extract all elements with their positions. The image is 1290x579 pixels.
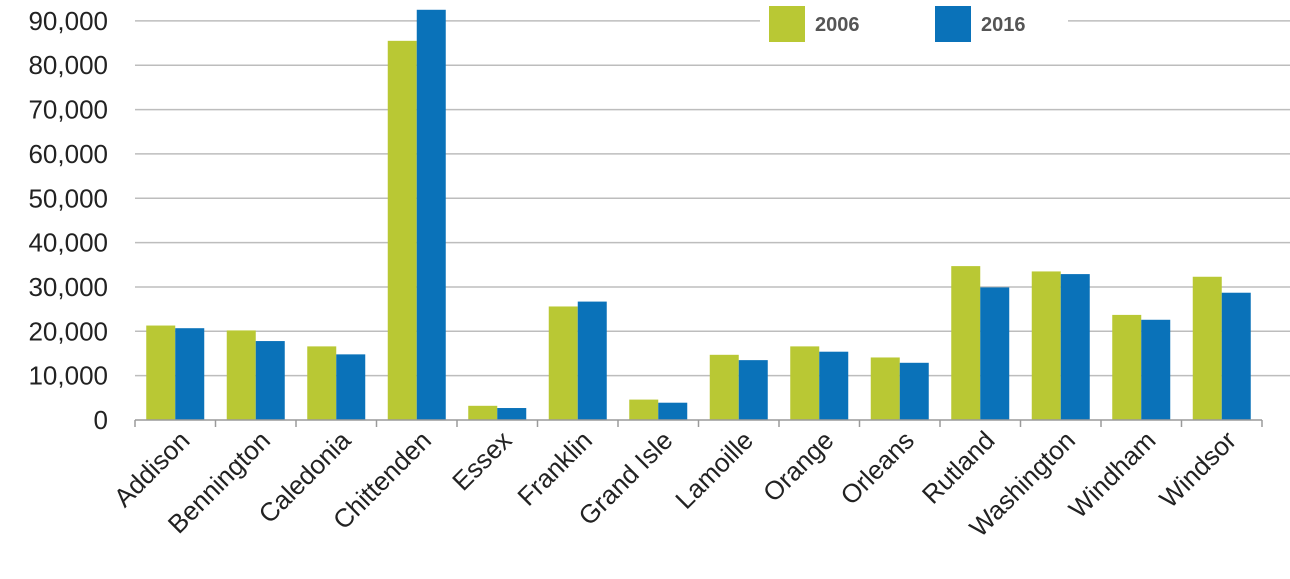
x-category-label: Essex (446, 425, 517, 496)
y-tick-label: 80,000 (28, 50, 108, 80)
bar-2016-washington (1060, 274, 1090, 420)
bar-2016-lamoille (738, 360, 768, 420)
bar-2016-windsor (1221, 292, 1251, 420)
bar-2006-windsor (1192, 276, 1222, 420)
y-axis-tick-labels: 0 10,000 20,000 30,000 40,000 50,000 60,000 70,… (28, 6, 108, 435)
gridlines (135, 20, 1290, 377)
x-category-label: Orleans (834, 425, 920, 511)
y-tick-label: 0 (94, 405, 108, 435)
bar-2006-franklin (548, 306, 578, 420)
bar-2016-bennington (255, 341, 285, 420)
y-tick-label: 50,000 (28, 183, 108, 213)
legend-background (760, 2, 1068, 44)
bar-2006-windham (1112, 314, 1142, 420)
legend-label: 2016 (981, 14, 1026, 36)
bar-2006-caledonia (307, 346, 337, 420)
y-tick-label: 40,000 (28, 228, 108, 258)
bar-2006-orleans (870, 357, 900, 420)
x-category-label: Windham (1063, 425, 1162, 524)
legend-swatch (769, 6, 805, 42)
bar-2006-lamoille (709, 354, 739, 420)
legend-swatch (935, 6, 971, 42)
x-category-label: Windsor (1153, 425, 1242, 514)
bar-2016-addison (175, 328, 205, 420)
bar-2006-bennington (226, 330, 256, 420)
legend: 2006 2016 (760, 2, 1068, 44)
legend-label: 2006 (815, 14, 860, 36)
bar-2006-grand-isle (629, 399, 659, 420)
bar-2016-grand-isle (658, 402, 688, 420)
bar-2006-chittenden (387, 40, 417, 421)
y-tick-label: 10,000 (28, 361, 108, 391)
bar-2016-orleans (899, 362, 929, 420)
x-category-label: Lamoille (669, 425, 759, 515)
bar-2016-essex (497, 408, 527, 420)
y-tick-label: 20,000 (28, 316, 108, 346)
bar-2006-essex (468, 405, 498, 420)
bar-2016-rutland (980, 287, 1010, 420)
bar-2016-caledonia (336, 354, 366, 420)
bars (146, 9, 1251, 421)
bar-2016-orange (819, 351, 849, 420)
bar-2016-chittenden (416, 9, 446, 420)
y-tick-label: 70,000 (28, 95, 108, 125)
y-tick-label: 60,000 (28, 139, 108, 169)
bar-2006-orange (790, 346, 820, 420)
y-tick-label: 30,000 (28, 272, 108, 302)
x-axis (134, 419, 1263, 427)
x-category-label: Orange (757, 425, 840, 508)
bar-2016-windham (1141, 319, 1171, 420)
y-tick-label: 90,000 (28, 6, 108, 36)
bar-2016-franklin (577, 301, 607, 420)
bar-2006-washington (1031, 271, 1061, 420)
bar-2006-rutland (951, 266, 981, 420)
bar-2006-addison (146, 325, 176, 420)
